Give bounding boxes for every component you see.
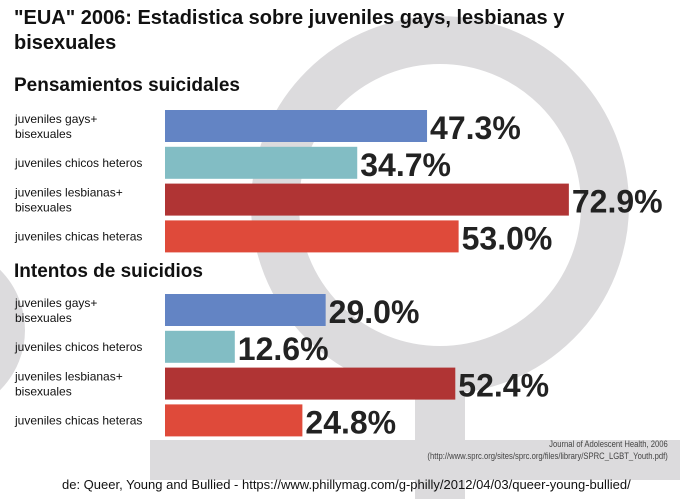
credit-line: de: Queer, Young and Bullied - https://w… — [62, 477, 631, 492]
data-label: 12.6% — [238, 331, 329, 367]
data-label: 53.0% — [462, 220, 553, 256]
chart-title: "EUA" 2006: Estadistica sobre juveniles … — [14, 7, 565, 54]
bar — [165, 367, 456, 400]
category-label: juveniles chicas heteras — [14, 413, 142, 427]
section-title-intentos: Intentos de suicidios — [14, 261, 203, 282]
category-label: juveniles lesbianas+ bisexuales — [14, 186, 123, 215]
bar — [165, 183, 569, 216]
bar — [165, 294, 326, 326]
bar — [165, 330, 235, 363]
bar — [165, 220, 459, 253]
data-label: 47.3% — [430, 110, 521, 146]
data-label: 29.0% — [329, 294, 420, 330]
category-label: juveniles gays+ bisexuales — [14, 296, 97, 325]
category-label: juveniles chicos heteros — [14, 156, 142, 170]
category-label: juveniles chicas heteras — [14, 229, 142, 243]
category-label: juveniles chicos heteros — [14, 340, 142, 354]
category-label: juveniles gays+ bisexuales — [14, 112, 97, 141]
category-label: juveniles lesbianas+ bisexuales — [14, 370, 123, 399]
bar — [165, 110, 428, 142]
data-label: 34.7% — [360, 147, 451, 183]
source-note: Journal of Adolescent Health, 2006 (http… — [428, 438, 668, 462]
data-label: 52.4% — [458, 368, 549, 404]
bar — [165, 146, 358, 179]
data-label: 72.9% — [572, 184, 663, 220]
data-label: 24.8% — [305, 404, 396, 440]
section-title-pensamientos: Pensamientos suicidales — [14, 75, 240, 96]
source-line-2: (http://www.sprc.org/sites/sprc.org/file… — [427, 451, 668, 461]
bar — [165, 404, 303, 437]
source-line-1: Journal of Adolescent Health, 2006 — [549, 439, 668, 449]
